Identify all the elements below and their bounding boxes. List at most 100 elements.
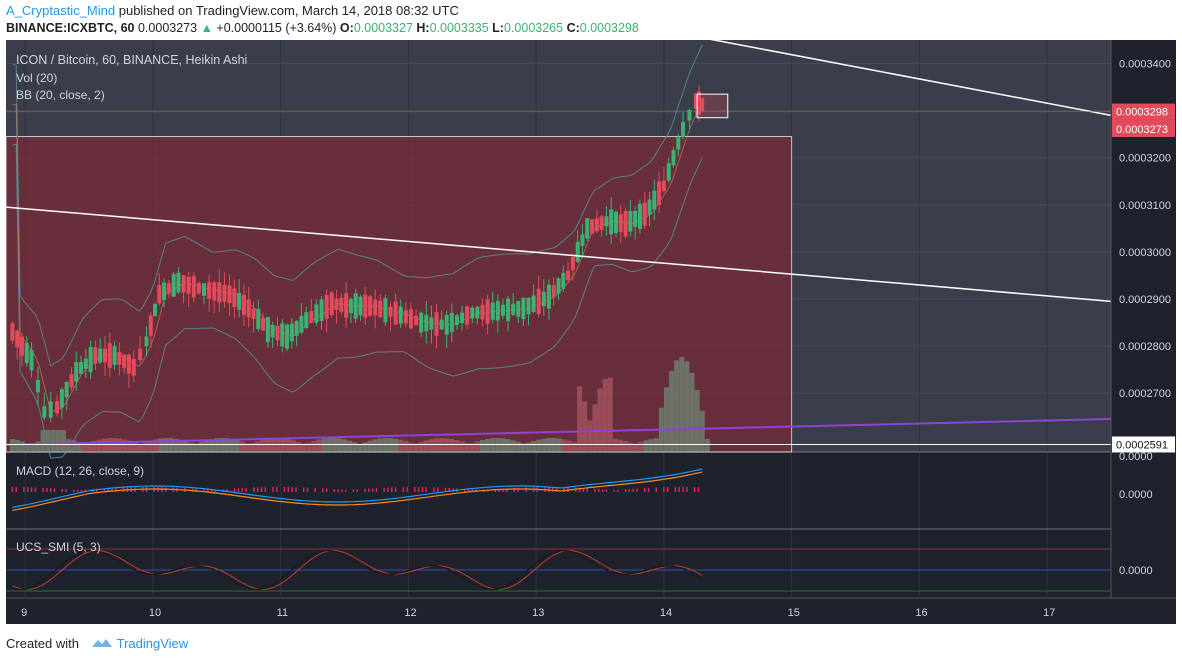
volume-bar [224, 438, 230, 452]
candle-body [561, 272, 566, 289]
change-arrow-icon: ▲ [200, 21, 213, 35]
candle-body [166, 283, 171, 294]
volume-bar [122, 439, 128, 452]
volume-bar [270, 438, 276, 452]
volume-bar [388, 438, 394, 452]
candle-body [613, 211, 618, 233]
volume-bar [551, 438, 557, 452]
volume-bar [566, 440, 572, 452]
candle-body [319, 299, 324, 322]
volume-bar [50, 430, 56, 452]
support-price-tag: 0.0002591 [1116, 439, 1168, 451]
volume-bar [183, 441, 189, 452]
candle-body [666, 163, 671, 181]
candle-body [546, 284, 551, 309]
lower-trendline[interactable] [5, 206, 1112, 303]
volume-bar [96, 439, 102, 452]
candle-body [314, 304, 319, 323]
volume-bar [193, 443, 199, 452]
volume-bar [362, 442, 368, 452]
candle-body [19, 336, 24, 356]
chart-container[interactable]: 0.00034000.00033000.00032000.00031000.00… [5, 34, 1176, 624]
candle-body [439, 319, 444, 330]
high-value: 0.0003335 [429, 21, 489, 35]
candle-body [144, 336, 149, 347]
candle-body [516, 300, 521, 317]
volume-bar [106, 438, 112, 452]
tradingview-link[interactable]: TradingView [116, 636, 189, 651]
candle-body [324, 294, 329, 319]
footer: Created with TradingView [6, 636, 188, 652]
upper-trendline[interactable] [689, 34, 1112, 117]
candle-body [373, 299, 378, 316]
volume-bar [556, 438, 562, 452]
author-link[interactable]: A_Cryptastic_Mind [6, 3, 116, 18]
candle-body [122, 354, 127, 369]
candle-body [227, 285, 232, 304]
volume-bar [81, 443, 87, 452]
price-tick-label: 0.0003200 [1119, 153, 1171, 165]
candle-body [285, 324, 290, 349]
volume-bar [357, 443, 363, 452]
support-curve[interactable] [5, 418, 1112, 446]
candle-body [256, 308, 261, 330]
volume-bar [352, 442, 358, 452]
volume-bar [55, 430, 61, 452]
candle-body [609, 209, 614, 235]
volume-bar [638, 441, 644, 452]
volume-bar [561, 439, 567, 452]
volume-bar [296, 441, 302, 452]
volume-bar [372, 439, 378, 452]
volume-bar [147, 440, 153, 452]
volume-bar [684, 361, 690, 452]
volume-bar [71, 440, 77, 452]
candle-body [304, 312, 309, 329]
candle-body [176, 272, 181, 293]
candle-body [289, 323, 294, 342]
volume-bar [485, 438, 491, 452]
chart-svg[interactable]: 0.00034000.00033000.00032000.00031000.00… [5, 34, 1176, 624]
candle-body [181, 275, 186, 293]
candle-body [570, 256, 575, 271]
volume-bar [219, 438, 225, 452]
volume-bar [377, 438, 383, 452]
smi-signal-line [12, 550, 703, 590]
volume-bar [577, 386, 583, 452]
volume-bar [275, 438, 281, 452]
volume-bar [209, 439, 215, 452]
candle-body [162, 282, 167, 301]
volume-bar [423, 440, 429, 452]
volume-bar [428, 439, 434, 452]
volume-bar [45, 430, 51, 452]
volume-bar [112, 438, 118, 452]
smi-legend: UCS_SMI (5, 3) [16, 540, 101, 554]
time-tick-label: 17 [1043, 607, 1055, 619]
candle-body [566, 270, 571, 281]
candle-body [383, 298, 388, 323]
volume-bar [449, 438, 455, 452]
candle-body [652, 190, 657, 210]
highlight-box[interactable] [696, 93, 729, 119]
volume-bar [214, 438, 220, 452]
candle-body [500, 304, 505, 316]
candle-body [531, 295, 536, 312]
candle-body [403, 310, 408, 324]
candle-body [10, 323, 15, 341]
volume-bar [546, 438, 552, 452]
quote-line: BINANCE:ICXBTC, 60 0.0003273 ▲ +0.000011… [6, 21, 639, 35]
candle-body [590, 219, 595, 234]
volume-bar [86, 442, 92, 452]
candle-body [642, 202, 647, 226]
candle-body [275, 325, 280, 341]
volume-bar [459, 441, 465, 452]
signal-line [12, 471, 703, 511]
candle-body [241, 294, 246, 315]
time-tick-label: 10 [149, 607, 161, 619]
candle-body [414, 315, 419, 326]
candle-body [454, 315, 459, 325]
candle-body [117, 351, 122, 365]
volume-bar [132, 442, 138, 452]
candle-body [42, 406, 47, 418]
volume-bar [393, 438, 399, 452]
volume-bar [229, 438, 235, 452]
